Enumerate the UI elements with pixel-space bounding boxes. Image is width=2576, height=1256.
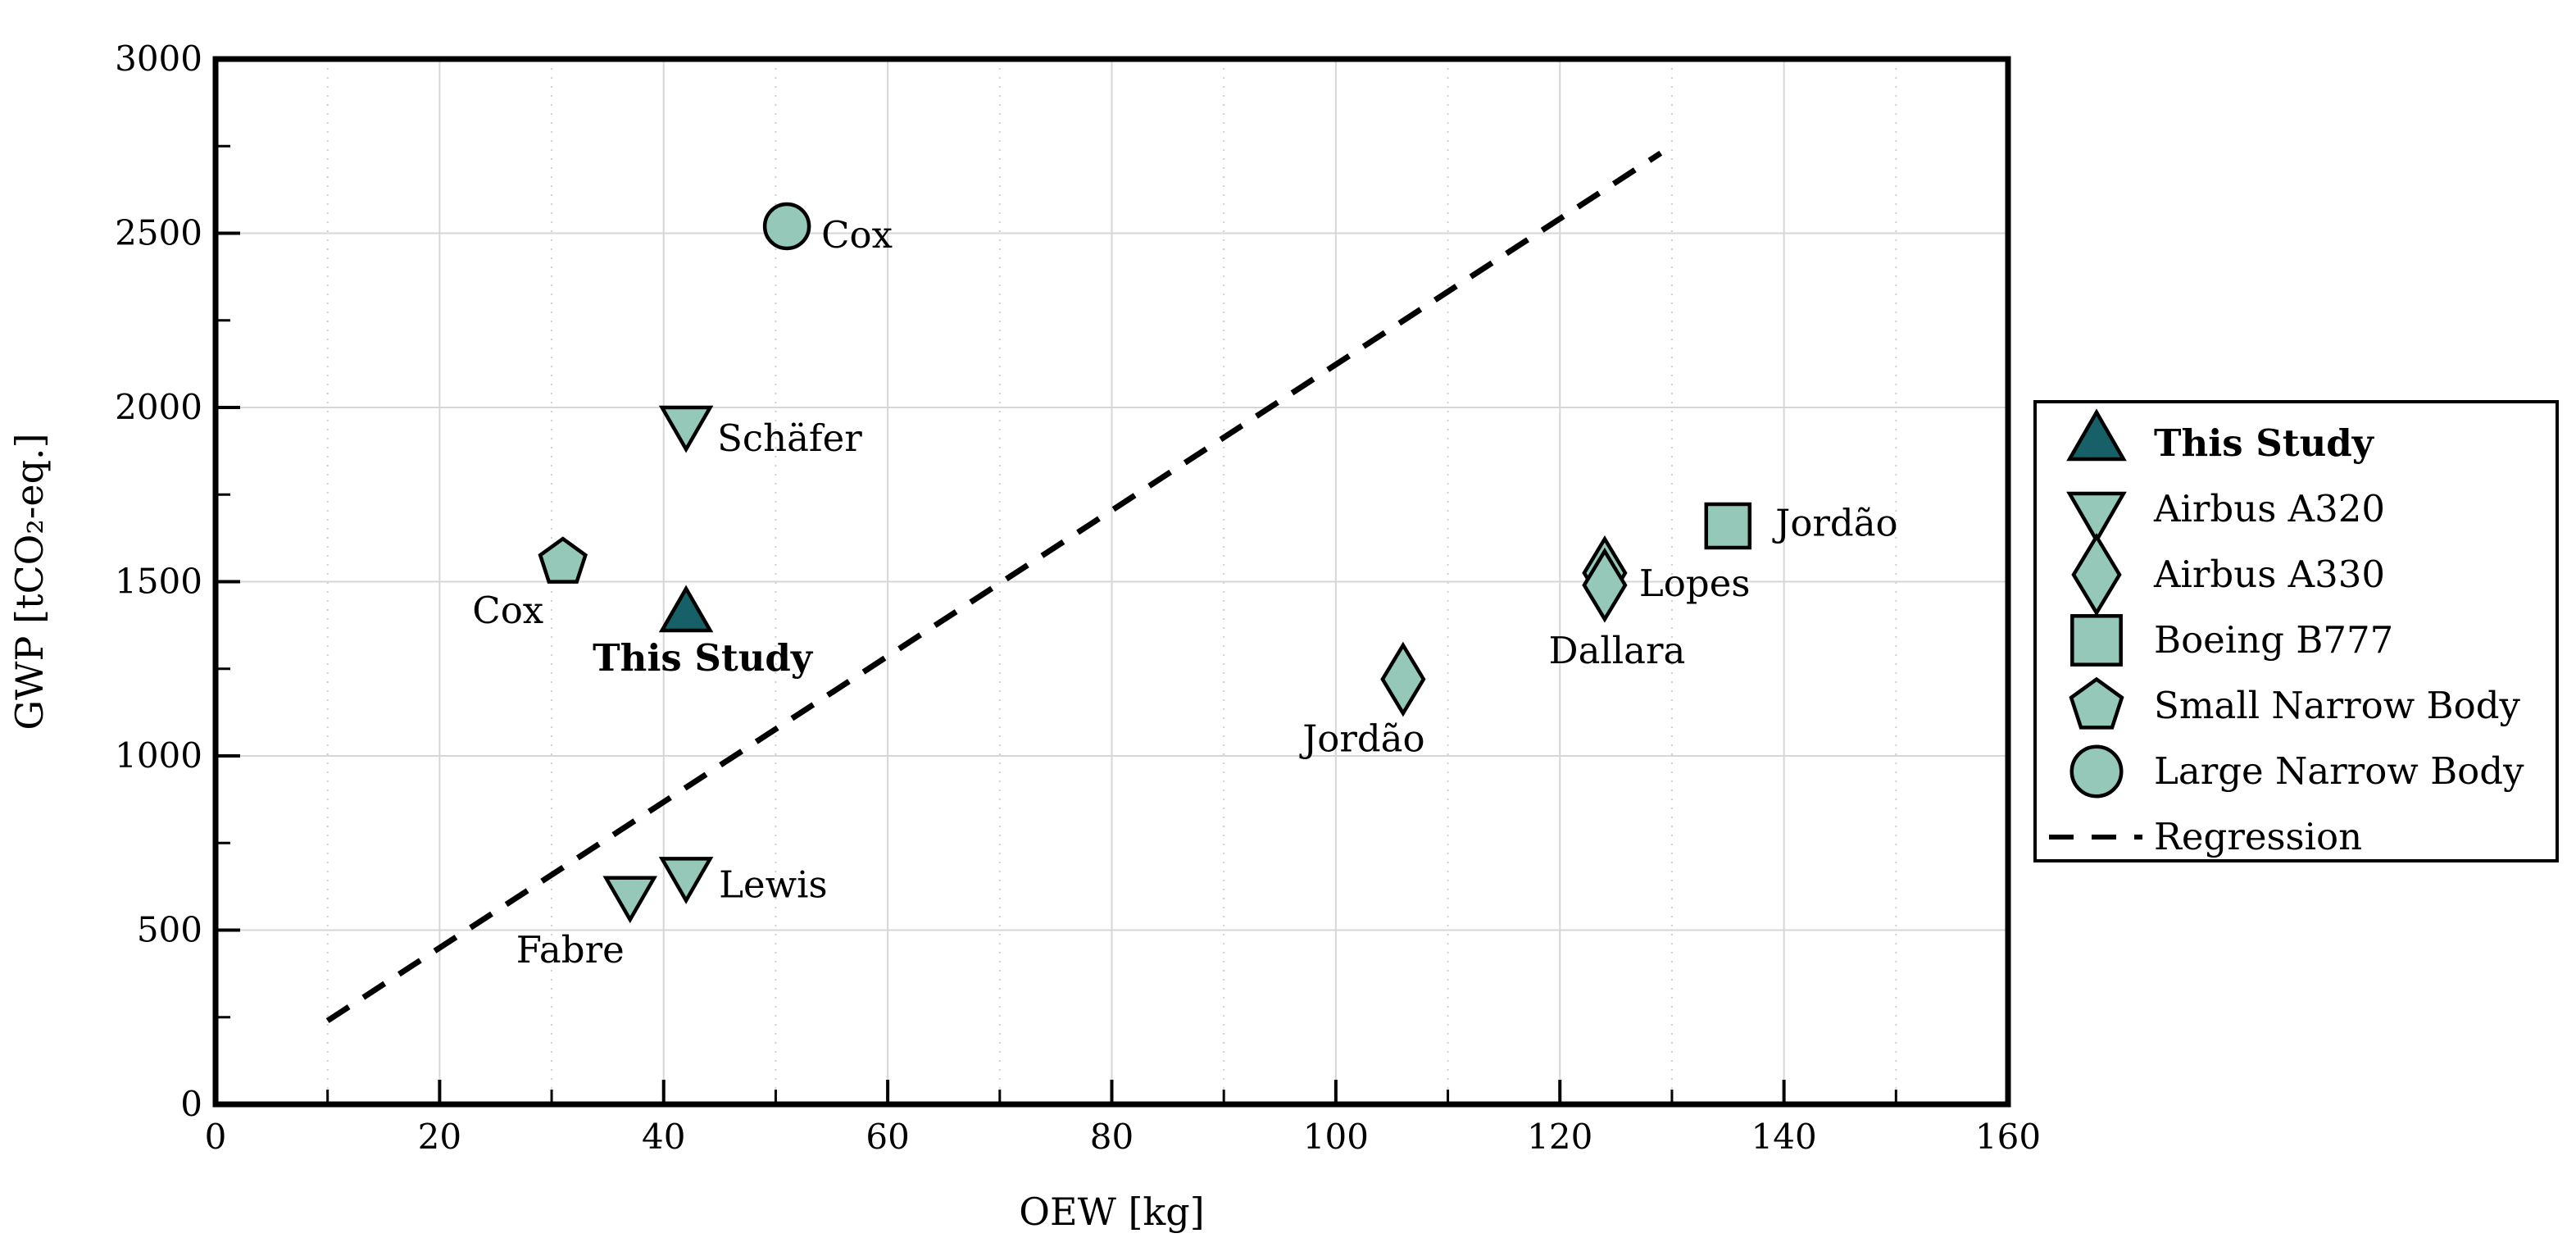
legend-label-this-study: This Study: [2154, 421, 2375, 465]
annotation-cox-large-narrow-body: Cox: [821, 213, 893, 257]
x-tick-label-80: 80: [1090, 1117, 1134, 1157]
legend-label-small-narrow-body: Small Narrow Body: [2154, 684, 2521, 727]
marker-lewis: [658, 857, 714, 904]
annotation-lewis: Lewis: [719, 862, 828, 906]
legend-item-regression: Regression: [2049, 815, 2362, 858]
legend-square-icon: [2070, 614, 2123, 667]
x-tick-label-140: 140: [1751, 1117, 1817, 1157]
legend-label-airbus-a320: Airbus A320: [2153, 487, 2385, 530]
annotation-dallara: Dallara: [1548, 629, 1685, 672]
legend-label-boeing-b777: Boeing B777: [2154, 618, 2393, 662]
marker-cox-large-narrow-body: [762, 202, 811, 251]
legend-item-small-narrow-body: Small Narrow Body: [2069, 676, 2521, 730]
marker-jordao-a330: [1380, 641, 1426, 717]
annotation-fabre: Fabre: [516, 928, 625, 972]
legend: This Study Airbus A320 Airbus A330 Boeing B…: [2033, 400, 2559, 862]
x-tick-label-0: 0: [205, 1117, 227, 1157]
legend-triangle-down-icon: [2066, 491, 2127, 544]
marker-this-study: [658, 585, 714, 633]
legend-label-airbus-a330: Airbus A330: [2153, 553, 2385, 596]
x-tick-label-20: 20: [418, 1117, 461, 1157]
annotation-jordao-a330: Jordão: [1299, 717, 1424, 761]
x-tick-label-160: 160: [1975, 1117, 2041, 1157]
annotation-this-study: This Study: [593, 636, 814, 680]
annotation-cox-small-narrow-body: Cox: [472, 589, 543, 632]
y-tick-label-1000: 1000: [115, 735, 202, 776]
legend-triangle-up-icon: [2066, 408, 2127, 462]
marker-schafer: [658, 405, 714, 453]
marker-fabre: [602, 876, 658, 924]
legend-item-airbus-a330: Airbus A330: [2071, 533, 2385, 617]
legend-item-airbus-a320: Airbus A320: [2066, 487, 2385, 544]
marker-cox-small-narrow-body: [538, 536, 588, 584]
y-tick-label-1500: 1500: [115, 562, 202, 602]
y-axis-label: GWP [tCO₂-eq.]: [7, 433, 52, 730]
tick-labels: 0 20 40 60 80 100 120 140 160 0 500 1000 1500 2000 250…: [115, 39, 2041, 1157]
regression-line: [325, 150, 1663, 1023]
y-tick-label-0: 0: [180, 1084, 202, 1124]
legend-pentagon-icon: [2069, 676, 2124, 730]
x-tick-label-120: 120: [1527, 1117, 1592, 1157]
x-tick-label-100: 100: [1303, 1117, 1369, 1157]
major-gridlines: [216, 59, 2008, 1104]
marker-dallara: [1582, 547, 1628, 623]
y-tick-label-500: 500: [137, 910, 202, 950]
legend-item-boeing-b777: Boeing B777: [2070, 614, 2393, 667]
y-tick-label-2000: 2000: [115, 387, 202, 427]
x-tick-label-40: 40: [642, 1117, 685, 1157]
annotation-schafer: Schäfer: [717, 416, 862, 460]
legend-circle-icon: [2069, 744, 2124, 799]
annotation-lopes: Lopes: [1639, 562, 1751, 605]
plot-border: [212, 56, 2011, 1108]
x-axis-label: OEW [kg]: [1019, 1190, 1204, 1234]
legend-diamond-icon: [2071, 533, 2122, 617]
legend-item-this-study: This Study: [2066, 408, 2375, 465]
y-tick-label-2500: 2500: [115, 213, 202, 253]
legend-label-regression: Regression: [2154, 815, 2362, 858]
annotation-jordao-b777: Jordão: [1772, 502, 1897, 545]
legend-item-large-narrow-body: Large Narrow Body: [2069, 744, 2524, 799]
data-points: Cox Schäfer Cox This Study Fabre Lewis Jordão L…: [472, 202, 1898, 972]
y-tick-label-3000: 3000: [115, 39, 202, 79]
legend-label-large-narrow-body: Large Narrow Body: [2154, 749, 2524, 793]
x-tick-label-60: 60: [865, 1117, 909, 1157]
marker-jordao-b777: [1704, 502, 1752, 550]
